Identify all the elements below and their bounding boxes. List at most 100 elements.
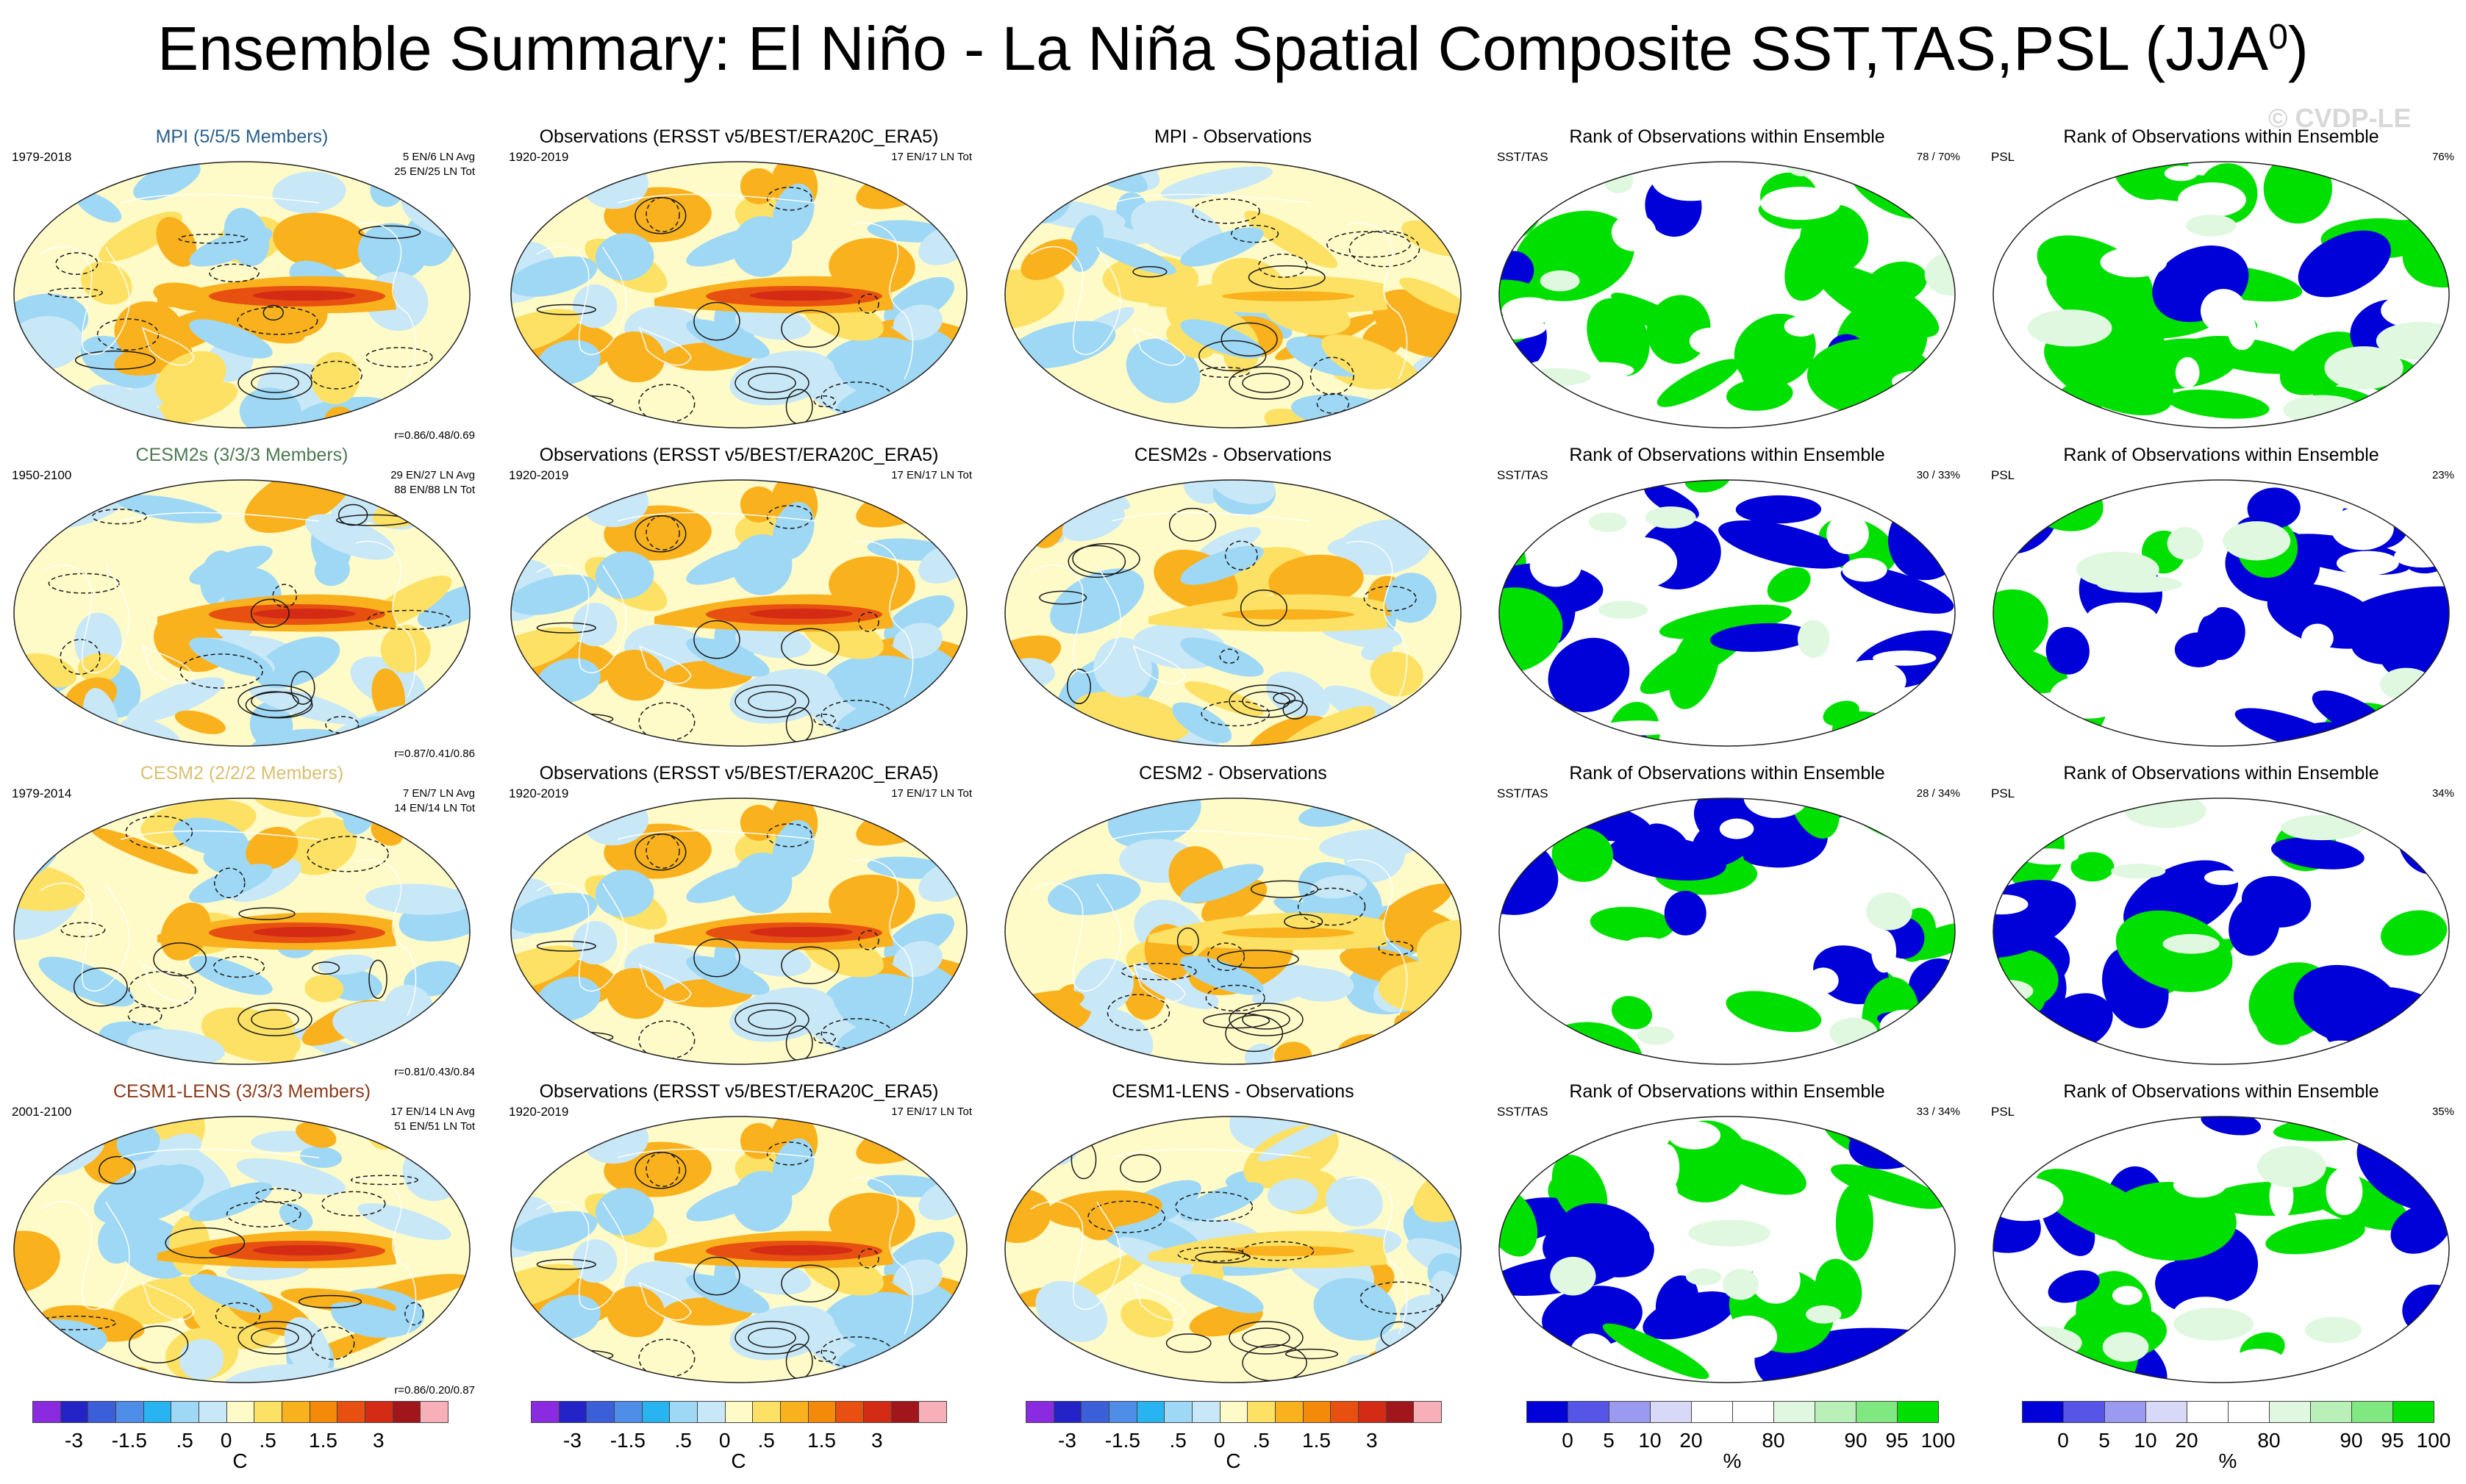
panel-title: Rank of Observations within Ensemble <box>1569 445 1885 465</box>
colorbar-tick-label: -1.5 <box>1104 1429 1140 1452</box>
colorbar-swatch <box>1650 1401 1692 1423</box>
colorbar-swatch <box>1526 1401 1568 1423</box>
variable-label: PSL <box>1991 786 2015 800</box>
watermark: © CVDP-LE <box>2268 103 2412 133</box>
variable-label: PSL <box>1991 1105 2015 1119</box>
map-field <box>1499 480 1955 746</box>
map-field <box>1993 480 2449 746</box>
event-counts: 7 EN/7 LN Avg 14 EN/14 LN Tot <box>394 787 475 814</box>
colorbar-tick-label: 100 <box>2416 1429 2451 1452</box>
colorbar-swatch <box>171 1401 199 1423</box>
colorbar-swatch <box>1275 1401 1304 1423</box>
colorbar-swatch <box>115 1401 144 1423</box>
period-label: 1920-2019 <box>509 150 569 164</box>
rank-sst-panel: Rank of Observations within Ensemble SST… <box>1488 445 1966 761</box>
variable-label: PSL <box>1991 468 2015 482</box>
difference-map <box>1004 797 1462 1065</box>
difference-map <box>1004 479 1462 747</box>
variable-label: SST/TAS <box>1497 468 1548 482</box>
colorbar-tick-label: 0 <box>1213 1429 1226 1452</box>
observations-panel: Observations (ERSST v5/BEST/ERA20C_ERA5)… <box>500 763 978 1079</box>
map-field <box>1993 1116 2449 1383</box>
event-counts: 17 EN/17 LN Tot <box>891 1105 972 1118</box>
colorbar-swatch <box>697 1401 726 1423</box>
event-counts: 29 EN/27 LN Avg 88 EN/88 LN Tot <box>390 469 475 496</box>
colorbar-swatch <box>835 1401 864 1423</box>
rank-percent: 76% <box>2431 151 2454 163</box>
period-label: 1920-2019 <box>509 1105 569 1119</box>
rank-psl-panel: Rank of Observations within Ensemble PSL… <box>1982 763 2460 1079</box>
colorbar-swatch <box>1053 1401 1082 1423</box>
colorbar-tick-label: 0 <box>718 1429 731 1452</box>
colorbar-tick-label: -1.5 <box>111 1429 147 1452</box>
colorbar-swatch <box>1691 1401 1733 1423</box>
panel-title: Observations (ERSST v5/BEST/ERA20C_ERA5) <box>539 126 939 147</box>
colorbar-swatch <box>1302 1401 1332 1423</box>
map-field <box>1005 798 1461 1064</box>
colorbar-tick-label: 1.5 <box>309 1429 337 1452</box>
colorbar-swatch <box>309 1401 338 1423</box>
colorbar-swatch <box>1732 1401 1774 1423</box>
colorbar-swatch <box>918 1401 947 1423</box>
colorbar-swatch <box>1109 1401 1137 1423</box>
colorbar-tick-label: 5 <box>2098 1429 2110 1452</box>
colorbar-swatch <box>2145 1401 2187 1423</box>
panel-title: Rank of Observations within Ensemble <box>2063 1081 2379 1102</box>
rank-percent: 28 / 34% <box>1916 787 1960 800</box>
colorbar-swatch <box>890 1401 920 1423</box>
map-field <box>511 162 967 428</box>
panel-title: Rank of Observations within Ensemble <box>2063 445 2379 465</box>
colorbar-tick-label: 80 <box>1762 1429 1785 1452</box>
observations-map <box>510 479 968 747</box>
colorbar-swatch <box>60 1401 89 1423</box>
colorbar-tick-label: 3 <box>871 1429 883 1452</box>
colorbar-swatch <box>2269 1401 2311 1423</box>
colorbar-tick-label: 3 <box>1366 1429 1378 1452</box>
model-map <box>13 479 471 747</box>
panel-title: Rank of Observations within Ensemble <box>1569 126 1885 147</box>
rank-sst-map <box>1498 797 1956 1065</box>
colorbar-tick-label: 95 <box>2381 1429 2404 1452</box>
colorbar-tick-label: 0 <box>2057 1429 2069 1452</box>
colorbar-swatch <box>1609 1401 1651 1423</box>
colorbar-tick-label: 90 <box>2340 1429 2363 1452</box>
map-field <box>1499 1116 1955 1383</box>
colorbar-swatch <box>420 1401 448 1423</box>
colorbar-unit: % <box>2218 1449 2237 1472</box>
colorbar-swatch <box>1247 1401 1276 1423</box>
map-field <box>14 798 470 1064</box>
model-panel: CESM2 (2/2/2 Members) 1979-2014 7 EN/7 L… <box>3 763 481 1079</box>
colorbar-swatch <box>254 1401 282 1423</box>
rank-percent: 35% <box>2431 1105 2454 1118</box>
colorbar-unit: % <box>1723 1449 1742 1472</box>
period-label: 1979-2014 <box>12 786 72 800</box>
colorbar-swatch <box>1081 1401 1109 1423</box>
rank-psl-map <box>1993 161 2450 429</box>
period-label: 1979-2018 <box>12 150 72 164</box>
map-field <box>511 798 967 1064</box>
panel-title: Observations (ERSST v5/BEST/ERA20C_ERA5) <box>539 763 939 784</box>
map-field <box>1005 480 1461 746</box>
period-label: 2001-2100 <box>12 1105 72 1119</box>
colorbar-swatch <box>669 1401 698 1423</box>
rank-psl-map <box>1993 1116 2450 1383</box>
colorbar-swatch <box>1568 1401 1609 1423</box>
difference-panel: CESM2 - Observations <box>994 763 1472 1079</box>
colorbar-tick-label: 3 <box>373 1429 385 1452</box>
colorbar-tick-label: 0 <box>220 1429 232 1452</box>
colorbar-swatch <box>337 1401 365 1423</box>
colorbar-tick-label: 0 <box>1562 1429 1573 1452</box>
rank-percent: 23% <box>2431 469 2454 481</box>
panel-title: Observations (ERSST v5/BEST/ERA20C_ERA5) <box>539 1081 939 1102</box>
rank-percent: 30 / 33% <box>1916 469 1960 481</box>
colorbar-tick-label: -3 <box>65 1429 83 1452</box>
colorbar-tick-label: .5 <box>674 1429 692 1452</box>
model-panel: CESM2s (3/3/3 Members) 1950-2100 29 EN/2… <box>3 445 481 761</box>
colorbar-swatch <box>614 1401 643 1423</box>
observations-panel: Observations (ERSST v5/BEST/ERA20C_ERA5)… <box>500 445 978 761</box>
rank-percent: 33 / 34% <box>1916 1105 1960 1118</box>
colorbar-swatch <box>780 1401 809 1423</box>
colorbar-swatch <box>32 1401 61 1423</box>
rank-psl-map <box>1993 797 2450 1065</box>
panel-title: Observations (ERSST v5/BEST/ERA20C_ERA5) <box>539 445 939 465</box>
